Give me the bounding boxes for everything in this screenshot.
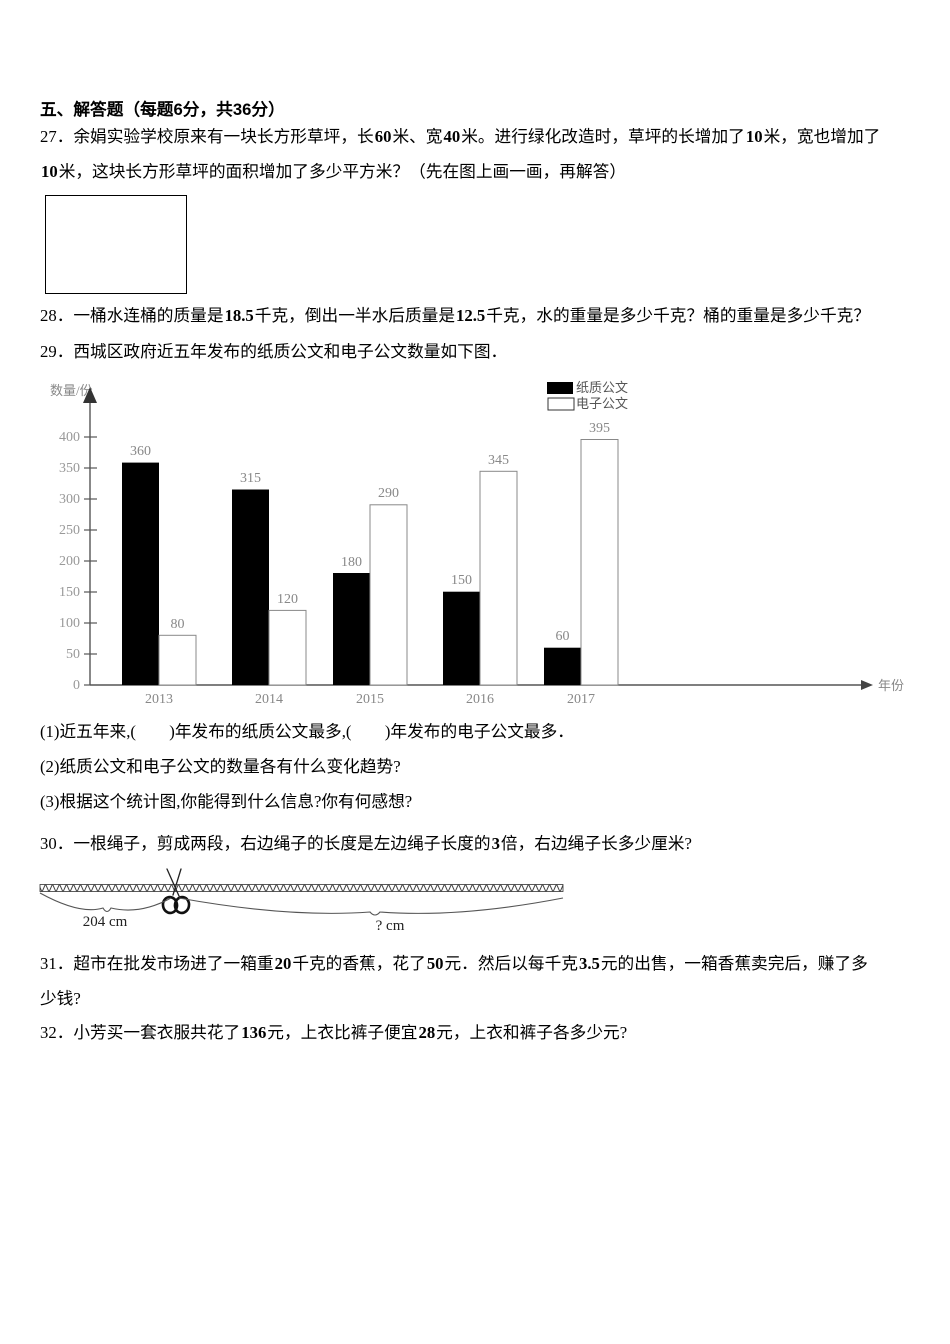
svg-text:204 cm: 204 cm [83, 914, 128, 930]
svg-text:350: 350 [59, 461, 80, 476]
svg-text:纸质公文: 纸质公文 [576, 380, 628, 395]
svg-text:? cm: ? cm [376, 918, 405, 930]
svg-text:200: 200 [59, 554, 80, 569]
svg-text:300: 300 [59, 492, 80, 507]
svg-text:50: 50 [66, 647, 80, 662]
svg-text:2014: 2014 [255, 692, 283, 705]
svg-text:电子公文: 电子公文 [576, 396, 628, 411]
svg-text:2016: 2016 [466, 692, 494, 705]
svg-text:150: 150 [451, 573, 472, 588]
svg-text:80: 80 [171, 617, 185, 632]
svg-text:180: 180 [341, 555, 362, 570]
svg-text:395: 395 [589, 421, 610, 436]
svg-text:400: 400 [59, 430, 80, 445]
svg-text:年份: 年份 [878, 678, 904, 693]
svg-text:360: 360 [130, 444, 151, 459]
svg-text:2017: 2017 [567, 692, 595, 705]
svg-text:100: 100 [59, 616, 80, 631]
svg-text:345: 345 [488, 453, 509, 468]
svg-text:250: 250 [59, 523, 80, 538]
svg-text:290: 290 [378, 486, 399, 501]
svg-text:150: 150 [59, 585, 80, 600]
svg-text:0: 0 [73, 678, 80, 693]
svg-text:2013: 2013 [145, 692, 173, 705]
svg-text:315: 315 [240, 471, 261, 486]
svg-text:2015: 2015 [356, 692, 384, 705]
svg-text:120: 120 [277, 592, 298, 607]
svg-text:60: 60 [556, 629, 570, 644]
